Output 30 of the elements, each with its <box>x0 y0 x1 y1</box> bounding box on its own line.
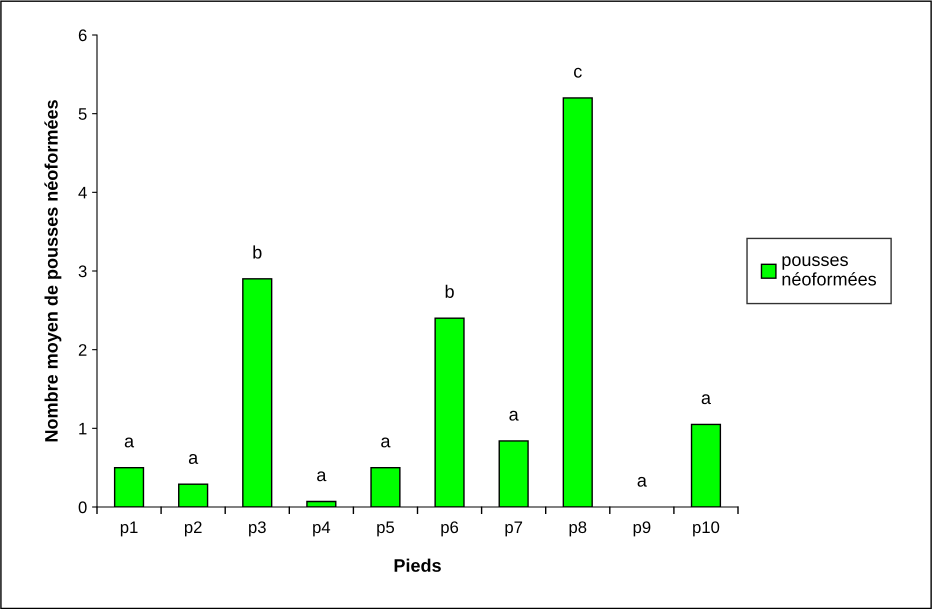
y-tick-label: 3 <box>78 265 87 278</box>
annotation: a <box>702 394 711 404</box>
x-tick-label: p4 <box>313 522 330 536</box>
y-tick-label: 4 <box>78 186 87 198</box>
x-tick-label: p5 <box>377 522 394 536</box>
x-tick-label: p3 <box>249 521 266 536</box>
y-tick-label: 1 <box>79 422 86 434</box>
x-tick-label: p10 <box>693 521 720 536</box>
y-tick-label: 2 <box>78 344 86 356</box>
x-tick-label: p6 <box>441 521 458 536</box>
x-tick-label: p8 <box>570 521 586 536</box>
annotation: c <box>574 68 582 78</box>
annotation: a <box>638 476 647 487</box>
x-tick-label: p1 <box>120 522 138 536</box>
annotation: a <box>188 454 198 464</box>
y-tick-label: 6 <box>78 29 87 42</box>
legend-label: pousses néoformées <box>782 256 876 286</box>
y-axis-title: Nombre moyen de pousses néoformées <box>44 100 62 442</box>
annotation: a <box>124 438 134 448</box>
annotation: a <box>317 471 326 482</box>
annotation: b <box>446 284 454 298</box>
annotation: a <box>509 410 519 421</box>
x-tick-label: p2 <box>184 521 202 536</box>
x-axis-title: Pieds <box>394 558 441 572</box>
annotation: a <box>381 438 390 448</box>
x-tick-label: p7 <box>505 522 522 536</box>
y-tick-label: 0 <box>78 501 87 514</box>
y-tick-label: 5 <box>78 108 87 120</box>
annotation: b <box>253 245 262 259</box>
x-tick-label: p9 <box>634 521 650 536</box>
